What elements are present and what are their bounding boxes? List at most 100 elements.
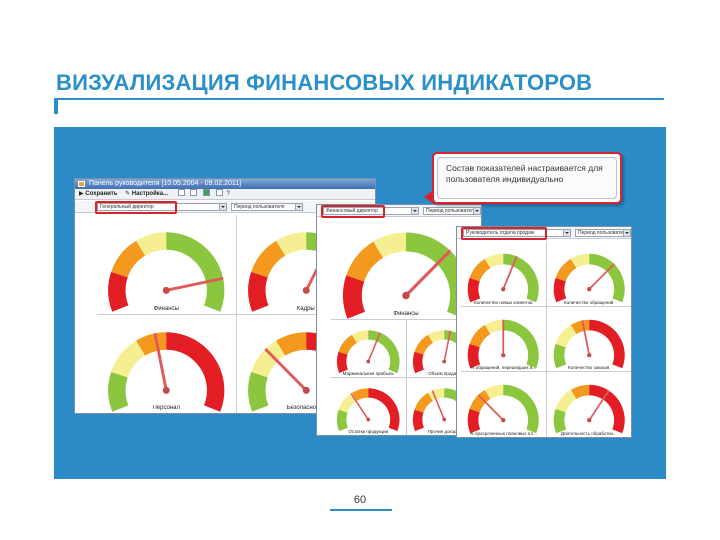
gauge-segment	[503, 319, 539, 368]
period-select[interactable]: Период пользователя	[575, 229, 631, 237]
gauge-segment	[555, 324, 576, 347]
gauge-segment	[368, 388, 400, 432]
gauge-label: Количество обращений	[564, 299, 614, 305]
refresh-icon[interactable]	[177, 189, 185, 196]
gauge-needle	[153, 332, 168, 392]
gauge-tile[interactable]: Количество заказов	[546, 306, 631, 372]
filter-bar: Генеральный директор Период пользователя	[75, 201, 375, 213]
gauge-segment	[469, 258, 491, 282]
gauge-tile[interactable]: Количество обращений	[546, 241, 631, 306]
help-icon[interactable]: ?	[226, 191, 230, 197]
gauge-needle	[367, 332, 381, 363]
period-select-value: Период пользователя	[426, 208, 477, 214]
chevron-down-icon[interactable]	[473, 208, 480, 214]
gauge-chart	[553, 385, 625, 434]
gauge-hub	[162, 286, 170, 294]
gauge-hub	[501, 418, 506, 423]
gauge-chart	[336, 330, 400, 374]
gauge-label: Финансы	[153, 305, 179, 312]
gauge-label: Маржинальная прибыль	[342, 371, 394, 376]
gauge-label: Объем продаж	[428, 371, 460, 376]
gauge-hub	[302, 286, 310, 294]
role-select-highlight	[95, 201, 177, 214]
gauge-label: Прочие доходы	[427, 429, 460, 434]
gauge-segment	[427, 330, 444, 343]
title-accent-tick	[54, 98, 58, 114]
gauge-segment	[469, 390, 491, 413]
gauge-label: Финансы	[393, 311, 419, 317]
gauge-needle	[587, 390, 609, 422]
sales-head-window: Руководитель отдела продаж Период пользо…	[456, 226, 632, 438]
export-icon[interactable]	[203, 189, 211, 196]
role-select-highlight	[321, 205, 385, 218]
callout-pointer	[424, 190, 434, 204]
gauge-chart	[467, 253, 539, 303]
gauge-label: Количество новых клиентов	[473, 299, 533, 305]
gauge-segment	[555, 258, 576, 282]
gauge-segment	[467, 343, 481, 368]
chevron-down-icon[interactable]	[563, 230, 570, 236]
gauge-tile[interactable]: Длительность обработки...	[546, 372, 631, 437]
chevron-down-icon[interactable]	[295, 204, 302, 210]
save-label: Сохранить	[85, 191, 118, 197]
period-select[interactable]: Период пользователя	[231, 203, 303, 211]
gauge-hub	[501, 287, 506, 292]
gauge-segment	[553, 409, 566, 434]
gauge-label: Остатки продукции	[348, 429, 389, 434]
gauge-chart	[336, 388, 400, 432]
gauge-segment	[570, 253, 589, 268]
gauge-grid: Количество новых клиентов Количество обр…	[461, 241, 631, 437]
gauge-segment	[503, 385, 539, 434]
period-select-value: Период пользователя	[234, 204, 285, 210]
gauge-segment	[373, 232, 406, 258]
gauge-segment	[553, 277, 566, 303]
gauge-tile[interactable]: Количество новых клиентов	[461, 241, 546, 306]
gauge-hub	[586, 287, 591, 292]
gauge-tile[interactable]: Маржинальная прибыль	[331, 320, 406, 377]
gauge-segment	[111, 340, 146, 377]
gauge-segment	[484, 253, 504, 268]
gauge-segment	[108, 371, 129, 412]
window-title-bar[interactable]: Панель руководителя [10.05.2004 - 09.02.…	[75, 179, 375, 189]
gauge-hub	[586, 418, 591, 423]
save-button[interactable]: ▶ Сохранить	[79, 191, 118, 197]
gauge-tile[interactable]: Финансы	[97, 215, 236, 314]
gauge-tile[interactable]: % просроченных плановых пл...	[461, 372, 546, 437]
gauge-label: Количество заказов	[568, 365, 610, 371]
role-select[interactable]: Руководитель отдела продаж	[463, 229, 571, 237]
gauge-segment	[166, 232, 225, 312]
gauge-segment	[136, 232, 167, 256]
gauge-segment	[414, 392, 433, 413]
callout-text: Состав показателей настраивается для пол…	[437, 157, 617, 199]
gauge-segment	[555, 390, 576, 413]
gauge-segment	[352, 388, 369, 401]
role-select[interactable]: Финансовый директор	[323, 207, 419, 215]
gauge-tile[interactable]: Остатки продукции	[331, 378, 406, 435]
chevron-down-icon[interactable]	[623, 230, 630, 236]
gauge-needle	[431, 390, 445, 421]
chevron-down-icon[interactable]	[219, 204, 226, 210]
gauge-segment	[247, 371, 268, 412]
role-select[interactable]: Генеральный директор	[97, 203, 227, 211]
role-select-value: Руководитель отдела продаж	[466, 230, 535, 236]
gauge-tile[interactable]: Персонал	[97, 314, 236, 413]
print-icon[interactable]	[215, 189, 223, 196]
gauge-chart	[553, 253, 625, 303]
gauge-needle	[350, 393, 370, 421]
gauge-hub	[162, 386, 170, 394]
gauge-segment	[484, 319, 504, 334]
gauge-chart	[467, 319, 539, 368]
gauge-segment	[553, 343, 566, 368]
gauge-hub	[441, 359, 446, 364]
gauge-hub	[501, 352, 506, 357]
gauge-label: Кадры	[296, 305, 315, 312]
gauge-needle	[477, 394, 505, 422]
chevron-down-icon[interactable]	[411, 208, 418, 214]
period-select[interactable]: Период пользователя	[423, 207, 481, 215]
gauge-tile[interactable]: % обращений, перешедших в...	[461, 306, 546, 372]
copy-icon[interactable]	[190, 189, 198, 196]
gauge-hub	[366, 417, 371, 422]
gauge-chart	[467, 385, 539, 434]
settings-button[interactable]: ✎ Настройка...	[125, 191, 169, 197]
app-icon	[78, 181, 85, 187]
